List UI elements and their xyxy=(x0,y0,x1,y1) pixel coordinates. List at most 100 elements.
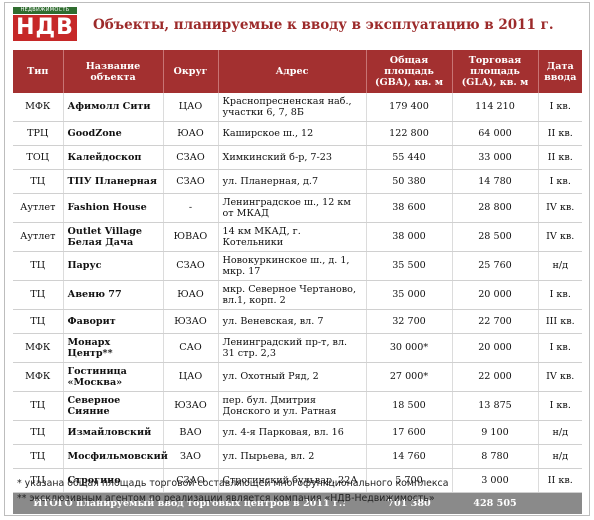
cell-date: IV кв. xyxy=(538,193,582,223)
cell-type: МФК xyxy=(13,333,64,363)
cell-gla: 9 100 xyxy=(452,420,539,445)
table-row: ТРЦ GoodZone ЮАО Каширское ш., 12 122 80… xyxy=(13,121,582,146)
cell-type: ТЦ xyxy=(13,468,64,493)
cell-gba: 38 000 xyxy=(366,222,453,252)
cell-gla: 64 000 xyxy=(452,121,539,146)
total-gla: 428 505 xyxy=(452,492,538,514)
footnote-agent: ** эксклюзивным агентом по реализации яв… xyxy=(17,493,435,504)
cell-name: Монарх Центр** xyxy=(63,333,164,363)
cell-district: - xyxy=(163,193,219,223)
column-header-address: Адрес xyxy=(218,50,367,93)
table-row: ТЦ Авеню 77 ЮАО мкр. Северное Чертаново,… xyxy=(13,280,582,310)
table-row: ТЦ Фаворит ЮЗАО ул. Веневская, вл. 7 32 … xyxy=(13,309,582,334)
table-row: ТЦ Парус СЗАО Новокуркинское ш., д. 1, м… xyxy=(13,251,582,281)
cell-type: ТЦ xyxy=(13,169,64,194)
cell-name: Мосфильмовский xyxy=(63,444,168,469)
table-row: МФК Гостиница «Москва» ЦАО ул. Охотный Р… xyxy=(13,362,582,392)
document-page: НЕДВИЖИМОСТЬ НДВ Объекты, планируемые к … xyxy=(4,2,590,516)
column-header-name: Название объекта xyxy=(63,50,164,93)
cell-name: GoodZone xyxy=(63,121,164,146)
cell-district: САО xyxy=(163,333,219,363)
cell-district: ЗАО xyxy=(163,444,219,469)
cell-date: I кв. xyxy=(538,169,582,194)
cell-district: ЮВАО xyxy=(163,222,219,252)
cell-district: ВАО xyxy=(163,420,219,445)
cell-name: Строгино xyxy=(63,468,164,493)
total-gba: 701 380 xyxy=(366,492,452,514)
cell-gba: 35 000 xyxy=(366,280,453,310)
cell-gla: 20 000 xyxy=(452,280,539,310)
cell-address: ул. Веневская, вл. 7 xyxy=(218,309,367,334)
cell-gba: 55 440 xyxy=(366,145,453,170)
ndv-logo: НЕДВИЖИМОСТЬ НДВ xyxy=(13,7,77,41)
document-title: Объекты, планируемые к вводу в эксплуата… xyxy=(93,17,554,33)
cell-gba: 38 600 xyxy=(366,193,453,223)
cell-name: Фаворит xyxy=(63,309,164,334)
cell-type: Аутлет xyxy=(13,193,64,223)
cell-name: Калейдоскоп xyxy=(63,145,164,170)
cell-gba: 30 000* xyxy=(366,333,453,363)
table-row: ТЦ Северное Сияние ЮЗАО пер. бул. Дмитри… xyxy=(13,391,582,421)
cell-gla: 22 700 xyxy=(452,309,539,334)
cell-date: III кв. xyxy=(538,309,582,334)
cell-date: I кв. xyxy=(538,280,582,310)
cell-gba: 35 500 xyxy=(366,251,453,281)
cell-gba: 27 000* xyxy=(366,362,453,392)
footnote-gba: * указана общая площадь торговой составл… xyxy=(17,478,449,489)
cell-gba: 5 700 xyxy=(366,468,453,493)
cell-gba: 18 500 xyxy=(366,391,453,421)
cell-type: Аутлет xyxy=(13,222,64,252)
cell-address: ул. Охотный Ряд, 2 xyxy=(218,362,367,392)
cell-gba: 32 700 xyxy=(366,309,453,334)
cell-name: Афимолл Сити xyxy=(63,93,164,122)
total-label: ИТОГО планируемый ввод торговых центров … xyxy=(13,492,366,514)
cell-name: ТПУ Планерная xyxy=(63,169,164,194)
cell-name: Гостиница «Москва» xyxy=(63,362,164,392)
cell-type: ТОЦ xyxy=(13,145,64,170)
cell-district: СЗАО xyxy=(163,145,219,170)
total-row: ИТОГО планируемый ввод торговых центров … xyxy=(13,492,582,514)
cell-type: ТЦ xyxy=(13,309,64,334)
cell-district: ЮАО xyxy=(163,280,219,310)
cell-gla: 20 000 xyxy=(452,333,539,363)
cell-gba: 50 380 xyxy=(366,169,453,194)
document-header: НЕДВИЖИМОСТЬ НДВ Объекты, планируемые к … xyxy=(5,3,589,47)
cell-address: ул. 4-я Парковая, вл. 16 xyxy=(218,420,367,445)
cell-gla: 28 800 xyxy=(452,193,539,223)
cell-date: II кв. xyxy=(538,121,582,146)
cell-type: МФК xyxy=(13,93,64,122)
cell-address: Каширское ш., 12 xyxy=(218,121,367,146)
cell-name: Авеню 77 xyxy=(63,280,164,310)
cell-date: IV кв. xyxy=(538,222,582,252)
cell-district: ЦАО xyxy=(163,93,219,122)
cell-type: ТЦ xyxy=(13,391,64,421)
objects-table: Тип Название объекта Округ Адрес Общая п… xyxy=(13,50,582,514)
cell-date: I кв. xyxy=(538,333,582,363)
cell-date: н/д xyxy=(538,251,582,281)
cell-gba: 14 760 xyxy=(366,444,453,469)
cell-name: Outlet Village Белая Дача xyxy=(63,222,164,252)
cell-address: ул. Планерная, д.7 xyxy=(218,169,367,194)
cell-gla: 8 780 xyxy=(452,444,539,469)
cell-district: СЗАО xyxy=(163,251,219,281)
cell-address: Ленинградское ш., 12 км от МКАД xyxy=(218,193,367,223)
cell-type: ТЦ xyxy=(13,280,64,310)
cell-address: пер. бул. Дмитрия Донского и ул. Ратная xyxy=(218,391,367,421)
cell-date: II кв. xyxy=(538,468,582,493)
cell-gla: 14 780 xyxy=(452,169,539,194)
cell-district: ЦАО xyxy=(163,362,219,392)
table-row: ТЦ Строгино СЗАО Строгинский бульвар, 22… xyxy=(13,468,582,493)
cell-gba: 122 800 xyxy=(366,121,453,146)
cell-date: IV кв. xyxy=(538,362,582,392)
cell-gla: 28 500 xyxy=(452,222,539,252)
cell-name: Парус xyxy=(63,251,164,281)
cell-gba: 17 600 xyxy=(366,420,453,445)
column-header-gla: Торговая площадь (GLA), кв. м xyxy=(452,50,539,93)
footnotes: * указана общая площадь торговой составл… xyxy=(17,476,448,506)
cell-type: ТЦ xyxy=(13,420,64,445)
cell-type: ТЦ xyxy=(13,444,64,469)
table-row: ТЦ Измайловский ВАО ул. 4-я Парковая, вл… xyxy=(13,420,582,445)
cell-address: 14 км МКАД, г. Котельники xyxy=(218,222,367,252)
cell-date: I кв. xyxy=(538,391,582,421)
cell-district: ЮЗАО xyxy=(163,309,219,334)
